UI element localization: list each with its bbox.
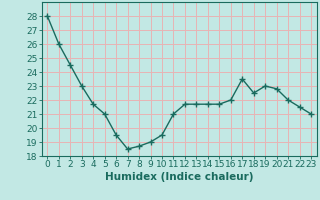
- X-axis label: Humidex (Indice chaleur): Humidex (Indice chaleur): [105, 172, 253, 182]
